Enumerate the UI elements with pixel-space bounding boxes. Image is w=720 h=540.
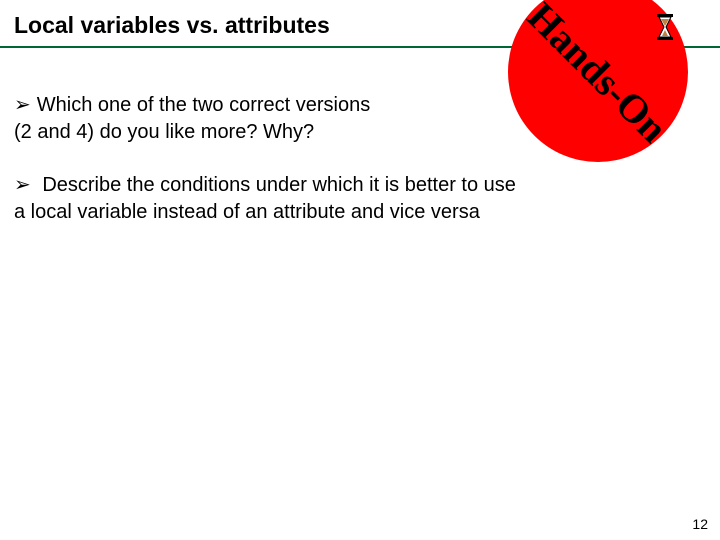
bullet-text: Describe the conditions under which it i…	[42, 174, 516, 196]
bullet-marker: ➢	[14, 172, 31, 199]
hourglass-icon	[654, 14, 676, 40]
bullet-text: Which one of the two correct versions	[37, 94, 370, 116]
bullet-text-line2: (2 and 4) do you like more? Why?	[14, 121, 314, 143]
page-number: 12	[692, 516, 708, 532]
bullet-item: ➢ Describe the conditions under which it…	[14, 172, 714, 226]
slide: Local variables vs. attributes ➢ Which on…	[0, 0, 720, 540]
hands-on-badge: Hands-On	[471, 0, 720, 199]
bullet-item: ➢ Which one of the two correct versions (…	[14, 92, 444, 146]
bullet-text-line2: a local variable instead of an attribute…	[14, 201, 480, 223]
bullet-marker: ➢	[14, 92, 31, 119]
slide-title: Local variables vs. attributes	[14, 12, 330, 39]
title-underline	[0, 46, 720, 48]
